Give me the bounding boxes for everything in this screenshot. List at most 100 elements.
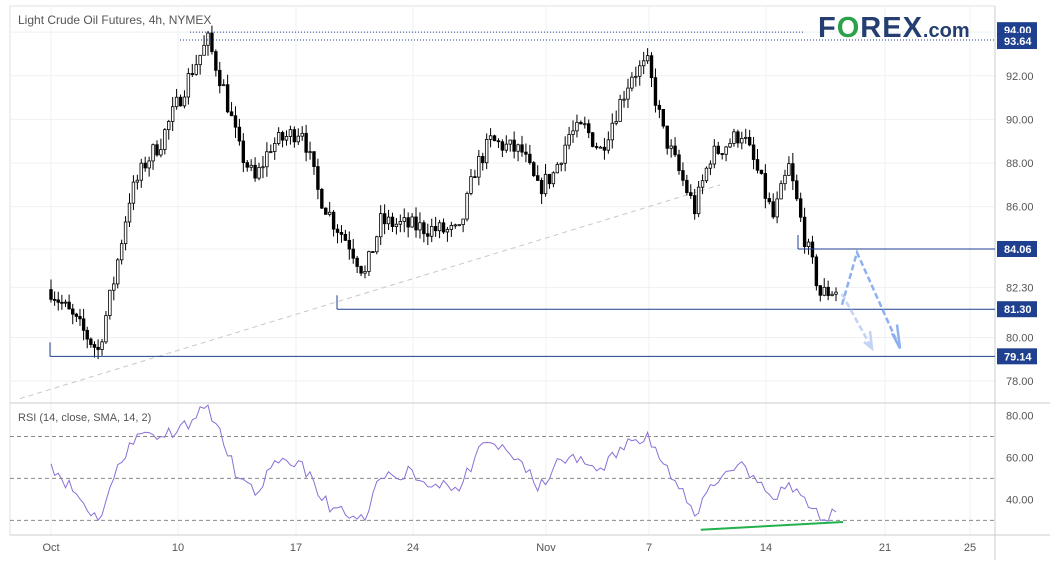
candle-body-41 <box>206 32 210 46</box>
candle-body-107 <box>465 193 469 220</box>
candle-body-53 <box>253 164 257 179</box>
level-badge-text-4: 79.14 <box>1004 351 1032 363</box>
candle-body-5 <box>67 301 71 310</box>
candle-body-156 <box>657 104 662 110</box>
candle-body-154 <box>649 55 654 79</box>
candle-body-71 <box>324 207 328 215</box>
rsi-tick-1: 60.00 <box>1006 452 1034 464</box>
candle-body-31 <box>167 121 171 131</box>
candle-body-50 <box>241 140 246 163</box>
price-tick-2: 82.30 <box>1006 282 1034 294</box>
candle-body-21 <box>127 202 132 223</box>
candle-body-183 <box>763 173 768 199</box>
candle-body-47 <box>229 111 234 117</box>
candle-body-25 <box>143 162 147 169</box>
candle-body-83 <box>371 251 375 253</box>
candle-body-197 <box>818 285 822 296</box>
candle-body-144 <box>610 122 614 141</box>
candle-body-33 <box>174 96 179 108</box>
candle-body-30 <box>163 129 167 150</box>
candle-body-54 <box>257 166 261 179</box>
level-badge-text-3: 81.30 <box>1004 304 1032 316</box>
candle-body-175 <box>732 131 736 144</box>
candle-body-84 <box>375 236 379 253</box>
candle-body-192 <box>798 198 803 218</box>
candle-body-22 <box>131 181 136 204</box>
candle-body-66 <box>304 132 308 153</box>
candle-body-79 <box>355 257 359 267</box>
time-tick-5: 7 <box>646 542 652 554</box>
candle-body-85 <box>378 213 383 238</box>
candle-body-20 <box>123 221 128 245</box>
candle-body-136 <box>579 121 583 125</box>
candle-body-179 <box>747 136 752 146</box>
candle-body-23 <box>135 179 140 183</box>
axes-group: 78.0080.0082.3086.0088.0090.0092.0094.00… <box>42 22 1037 554</box>
price-tick-1: 80.00 <box>1006 333 1034 345</box>
candle-body-93 <box>410 216 414 228</box>
candle-body-78 <box>351 248 355 259</box>
candle-body-150 <box>634 75 638 78</box>
candle-body-64 <box>296 135 300 143</box>
candle-body-135 <box>575 121 579 132</box>
candle-body-15 <box>104 315 108 343</box>
candle-body-11 <box>89 338 93 345</box>
candle-body-160 <box>673 145 677 156</box>
candle-body-72 <box>327 211 332 215</box>
rsi-line <box>50 404 837 522</box>
candle-body-111 <box>481 155 485 164</box>
price-tick-6: 90.00 <box>1006 114 1034 126</box>
candle-body-106 <box>461 218 465 225</box>
candle-body-95 <box>418 222 422 231</box>
grid-lines <box>10 6 995 535</box>
candle-body-62 <box>288 129 293 137</box>
levels-group <box>49 31 995 357</box>
candle-body-80 <box>359 266 363 274</box>
time-tick-2: 17 <box>290 542 302 554</box>
candle-body-123 <box>528 153 532 164</box>
candle-body-110 <box>477 155 481 178</box>
candle-body-74 <box>335 228 340 233</box>
candle-body-44 <box>218 69 222 87</box>
time-tick-7: 21 <box>879 542 891 554</box>
candle-body-7 <box>74 313 79 317</box>
level-badge-4 <box>997 348 1037 365</box>
candle-body-130 <box>555 164 560 174</box>
candle-body-101 <box>441 222 446 233</box>
candle-body-76 <box>343 233 348 241</box>
candle-body-140 <box>594 146 599 148</box>
candle-body-189 <box>787 163 791 176</box>
candle-body-14 <box>100 341 104 350</box>
candle-body-126 <box>539 180 544 195</box>
candle-body-65 <box>300 132 304 137</box>
candle-body-82 <box>367 251 371 272</box>
candle-body-170 <box>712 145 717 165</box>
logo-o: O <box>836 12 861 44</box>
candle-body-113 <box>488 135 493 140</box>
candle-body-42 <box>210 32 214 53</box>
candle-body-162 <box>681 170 685 181</box>
candle-body-57 <box>269 151 273 153</box>
candle-body-115 <box>496 140 501 143</box>
candle-body-131 <box>559 162 563 165</box>
candle-body-143 <box>606 139 611 151</box>
candle-body-164 <box>689 192 693 197</box>
candle-body-148 <box>626 87 630 100</box>
candle-body-9 <box>81 318 86 331</box>
candle-body-10 <box>85 329 89 340</box>
candle-body-201 <box>834 291 838 295</box>
candle-body-37 <box>190 73 194 75</box>
candle-body-177 <box>740 138 744 144</box>
candle-body-40 <box>202 44 206 56</box>
logo-suffix: .com <box>922 20 970 42</box>
candle-body-48 <box>233 115 238 128</box>
candle-body-19 <box>119 243 124 261</box>
candle-body-176 <box>736 131 740 144</box>
candle-body-1 <box>52 298 57 301</box>
candle-body-138 <box>587 123 591 134</box>
candles-group <box>49 25 838 360</box>
price-tick-4: 86.00 <box>1006 202 1034 214</box>
candle-body-55 <box>261 166 265 169</box>
